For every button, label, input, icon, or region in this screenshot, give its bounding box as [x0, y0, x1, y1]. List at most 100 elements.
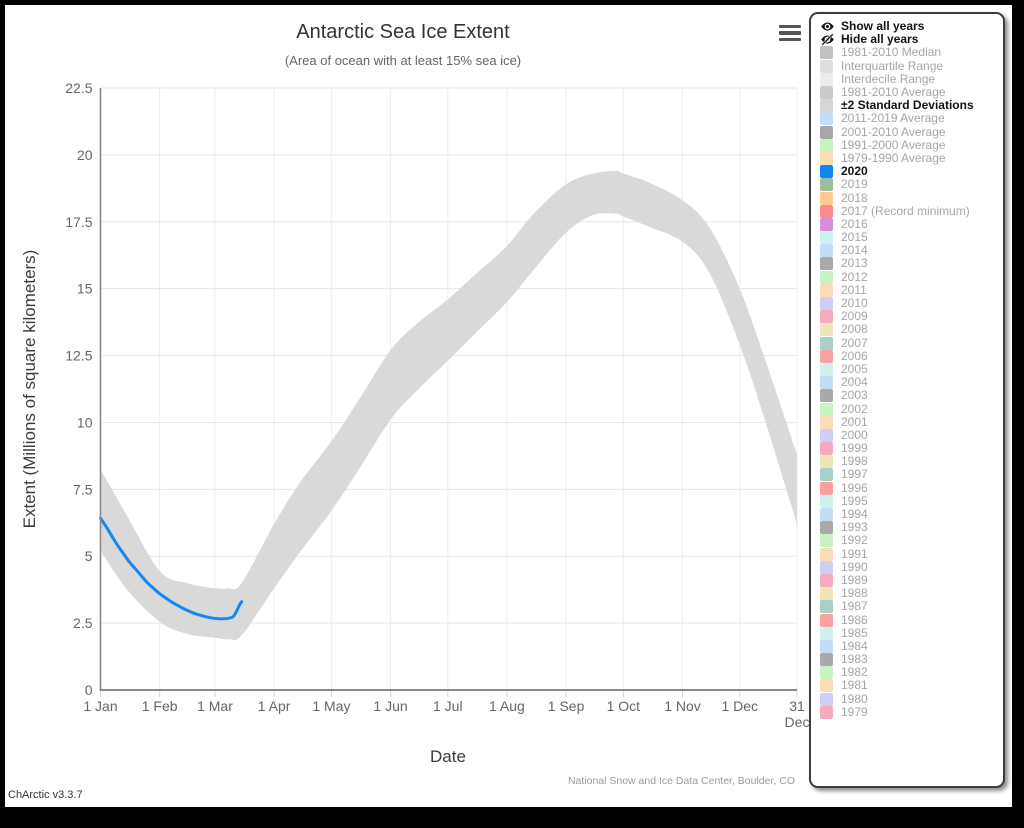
legend-swatch	[820, 442, 833, 456]
legend-item-2019[interactable]: 2019	[820, 178, 1003, 192]
legend-item-1979[interactable]: 1979	[820, 704, 1003, 719]
legend-item-label: 1994	[841, 507, 868, 522]
legend-item-label: Interquartile Range	[841, 58, 944, 73]
legend-item-label: 1981	[841, 678, 868, 693]
hamburger-icon	[779, 24, 801, 29]
legend-item-label: 1998	[841, 454, 868, 469]
x-tick-label: 1 Aug	[489, 698, 525, 714]
legend-item-2013[interactable]: 2013	[820, 257, 1003, 271]
legend-item-2010[interactable]: 2010	[820, 297, 1003, 311]
legend-item-label: 2011	[841, 282, 867, 297]
legend-control-hide-all-years[interactable]: Hide all years	[820, 33, 1003, 46]
legend-item-2005[interactable]: 2005	[820, 362, 1003, 376]
legend-swatch	[820, 547, 833, 561]
eye-icon	[820, 19, 835, 34]
legend-item-label: 2009	[841, 309, 868, 324]
legend-item-1988[interactable]: 1988	[820, 587, 1003, 601]
legend-item-1992[interactable]: 1992	[820, 534, 1003, 548]
legend-swatch	[820, 402, 833, 416]
legend-item-label: 2002	[841, 401, 868, 416]
legend-item-label: 2007	[841, 335, 868, 350]
legend-item-1998[interactable]: 1998	[820, 454, 1003, 469]
legend-swatch	[820, 59, 833, 73]
legend-item-2001-2010-average[interactable]: 2001-2010 Average	[820, 125, 1003, 139]
legend-swatch	[820, 283, 833, 297]
legend-item-2003[interactable]: 2003	[820, 388, 1003, 403]
legend-item-label: 2001	[841, 414, 868, 429]
legend-swatch	[820, 138, 833, 152]
legend-swatch	[820, 692, 833, 706]
legend-item-2008[interactable]: 2008	[820, 322, 1003, 337]
legend-item-2006[interactable]: 2006	[820, 349, 1003, 363]
legend-item-2001[interactable]: 2001	[820, 414, 1003, 429]
legend-swatch	[820, 639, 833, 653]
legend-item-2011-2019-average[interactable]: 2011-2019 Average	[820, 112, 1003, 126]
series-layer	[99, 170, 797, 641]
legend-item-1989[interactable]: 1989	[820, 572, 1003, 587]
legend-item-1993[interactable]: 1993	[820, 521, 1003, 535]
chart-svg: 0 2.5 5 7.5 10 12.5 15 17.5 20 22.5 1 Jan 1 Feb 1 Ma…	[8, 21, 809, 801]
legend-swatch	[820, 99, 833, 113]
legend-item-1979-1990-average[interactable]: 1979-1990 Average	[820, 151, 1003, 165]
legend-swatch	[820, 705, 833, 719]
legend-item-2011[interactable]: 2011	[820, 282, 1003, 297]
legend-item-1991[interactable]: 1991	[820, 547, 1003, 561]
legend-item-2-standard-deviations[interactable]: ±2 Standard Deviations	[820, 99, 1003, 113]
legend-item-1997[interactable]: 1997	[820, 468, 1003, 482]
legend-item-1995[interactable]: 1995	[820, 494, 1003, 508]
series-2020-line	[99, 516, 244, 621]
legend-item-2017-record-minimum[interactable]: 2017 (Record minimum)	[820, 203, 1003, 218]
legend-item-label: 2003	[841, 388, 868, 403]
legend-item-1981-2010-median[interactable]: 1981-2010 Median	[820, 46, 1003, 60]
legend-item-label: 1989	[841, 572, 868, 587]
legend-item-2020[interactable]: 2020	[820, 164, 1003, 179]
legend-item-2012[interactable]: 2012	[820, 270, 1003, 284]
legend-item-label: 1999	[841, 441, 868, 456]
legend-swatch	[820, 178, 833, 192]
legend-item-2018[interactable]: 2018	[820, 190, 1003, 205]
legend-item-1981-2010-average[interactable]: 1981-2010 Average	[820, 86, 1003, 100]
legend-item-label: 2017 (Record minimum)	[841, 203, 970, 218]
legend-item-1996[interactable]: 1996	[820, 481, 1003, 495]
legend-item-1994[interactable]: 1994	[820, 507, 1003, 522]
legend-item-1999[interactable]: 1999	[820, 441, 1003, 456]
legend-item-2009[interactable]: 2009	[820, 309, 1003, 324]
legend-item-1981[interactable]: 1981	[820, 678, 1003, 693]
legend-item-2002[interactable]: 2002	[820, 401, 1003, 416]
x-tick-label: 1 Oct	[607, 698, 641, 714]
legend-control-label: Show all years	[841, 19, 925, 34]
legend-swatch	[820, 204, 833, 218]
legend-item-label: 2008	[841, 322, 868, 337]
legend-item-1991-2000-average[interactable]: 1991-2000 Average	[820, 138, 1003, 152]
legend-item-2014[interactable]: 2014	[820, 243, 1003, 258]
legend-rows: Show all years Hide all years 1981-2010 Me…	[811, 14, 1003, 719]
legend-item-1980[interactable]: 1980	[820, 692, 1003, 706]
legend-item-2015[interactable]: 2015	[820, 230, 1003, 245]
legend-item-interquartile-range[interactable]: Interquartile Range	[820, 58, 1003, 73]
legend-item-2004[interactable]: 2004	[820, 376, 1003, 390]
legend-item-interdecile-range[interactable]: Interdecile Range	[820, 72, 1003, 86]
legend-item-1985[interactable]: 1985	[820, 626, 1003, 640]
chart-subtitle: (Area of ocean with at least 15% sea ice…	[285, 53, 521, 68]
legend-item-1990[interactable]: 1990	[820, 559, 1003, 574]
legend-item-1986[interactable]: 1986	[820, 613, 1003, 627]
chart-context-menu-button[interactable]	[777, 21, 803, 45]
legend-item-2000[interactable]: 2000	[820, 428, 1003, 442]
legend-swatch	[820, 310, 833, 324]
legend-item-2007[interactable]: 2007	[820, 335, 1003, 350]
legend-item-1987[interactable]: 1987	[820, 600, 1003, 614]
legend-item-label: 1990	[841, 559, 868, 574]
legend-item-2016[interactable]: 2016	[820, 217, 1003, 231]
legend-item-label: 2020	[841, 164, 868, 179]
legend-item-label: 2018	[841, 190, 868, 205]
legend-item-label: 1979	[841, 704, 868, 719]
legend-item-1982[interactable]: 1982	[820, 666, 1003, 680]
legend-item-1984[interactable]: 1984	[820, 639, 1003, 653]
legend-swatch	[820, 125, 833, 139]
legend-item-1983[interactable]: 1983	[820, 653, 1003, 667]
y-tick-label: 2.5	[73, 615, 93, 631]
legend-item-label: 2015	[841, 230, 868, 245]
legend-swatch	[820, 257, 833, 271]
legend-item-label: 2014	[841, 243, 868, 258]
legend-control-show-all-years[interactable]: Show all years	[820, 20, 1003, 33]
